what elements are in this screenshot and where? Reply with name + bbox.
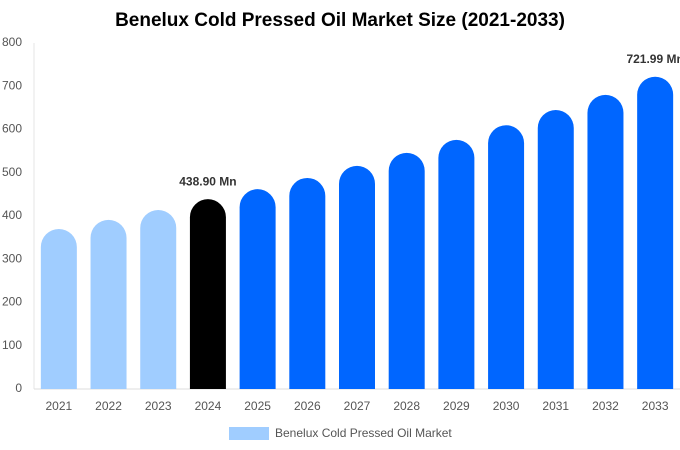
y-tick-label: 0 <box>15 381 22 395</box>
bar <box>488 125 525 389</box>
bar <box>239 189 276 389</box>
x-tick-label: 2030 <box>493 399 520 413</box>
y-tick-label: 100 <box>2 338 22 352</box>
bar <box>40 228 77 389</box>
value-label: 438.90 Mn <box>179 174 236 188</box>
y-tick-label: 300 <box>2 251 22 265</box>
x-tick-label: 2032 <box>592 399 619 413</box>
x-tick-label: 2025 <box>244 399 271 413</box>
chart-title: Benelux Cold Pressed Oil Market Size (20… <box>115 10 565 31</box>
x-tick-label: 2022 <box>95 399 122 413</box>
x-tick-label: 2029 <box>443 399 470 413</box>
value-label: 721.99 Mn <box>626 52 680 66</box>
x-tick-label: 2028 <box>393 399 420 413</box>
bar <box>587 94 624 389</box>
bar <box>140 209 177 389</box>
y-tick-label: 600 <box>2 122 22 136</box>
x-tick-label: 2026 <box>294 399 321 413</box>
bar <box>637 76 674 390</box>
x-tick-label: 2021 <box>45 399 72 413</box>
bar <box>438 139 475 389</box>
bar <box>289 177 326 389</box>
y-tick-label: 400 <box>2 208 22 222</box>
bar <box>339 165 375 389</box>
y-tick-label: 500 <box>2 165 22 179</box>
x-tick-label: 2023 <box>145 399 172 413</box>
bar <box>537 110 574 389</box>
y-tick-label: 200 <box>2 295 22 309</box>
legend-swatch <box>229 427 269 440</box>
y-tick-label: 800 <box>2 35 22 49</box>
y-tick-label: 700 <box>2 78 22 92</box>
bar <box>189 199 226 389</box>
bar <box>90 219 127 389</box>
x-tick-label: 2033 <box>642 399 669 413</box>
x-tick-label: 2024 <box>195 399 222 413</box>
legend-label: Benelux Cold Pressed Oil Market <box>275 426 452 440</box>
bar <box>388 152 425 389</box>
x-tick-label: 2031 <box>542 399 569 413</box>
x-tick-label: 2027 <box>344 399 371 413</box>
